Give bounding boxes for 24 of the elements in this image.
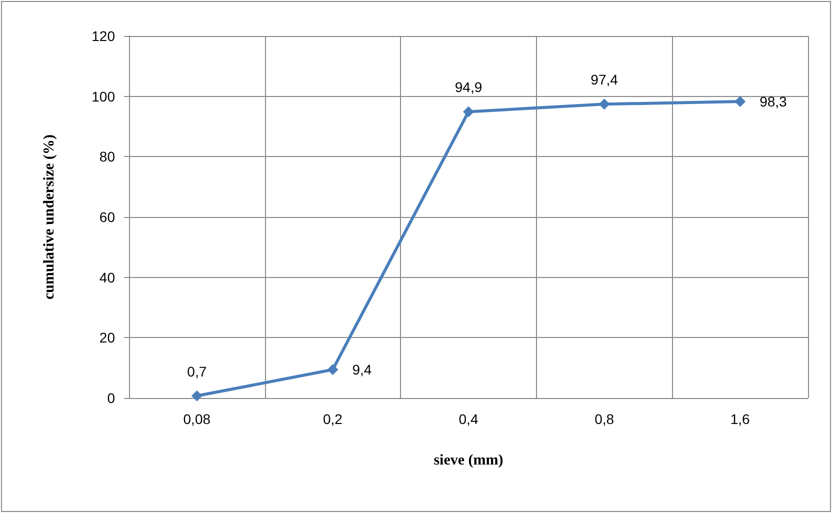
x-tick-label: 0,8 bbox=[594, 411, 614, 427]
data-label: 0,7 bbox=[187, 363, 207, 380]
point bbox=[191, 390, 202, 402]
x-axis-title: sieve (mm) bbox=[434, 452, 504, 468]
data-label: 98,3 bbox=[760, 93, 788, 110]
data-label: 97,4 bbox=[590, 72, 618, 88]
y-tick-label: 120 bbox=[92, 28, 116, 44]
x-tick-label: 0,4 bbox=[458, 411, 478, 427]
x-tick-label: 0,08 bbox=[183, 411, 211, 427]
x-tick-label: 0,2 bbox=[322, 411, 343, 427]
y-tick-label: 20 bbox=[99, 330, 116, 346]
data-label: 9,4 bbox=[352, 362, 372, 378]
y-tick-label: 0 bbox=[107, 390, 116, 406]
point bbox=[598, 98, 610, 110]
y-axis-title: cumulative undersize (%) bbox=[42, 134, 58, 300]
point bbox=[734, 96, 746, 107]
y-tick-label: 80 bbox=[99, 148, 116, 165]
point bbox=[463, 106, 474, 118]
point bbox=[327, 364, 338, 376]
data-label: 94,9 bbox=[454, 79, 482, 96]
x-tick-label: 1,6 bbox=[730, 411, 750, 427]
y-tick-label: 60 bbox=[99, 209, 116, 225]
y-tick-label: 40 bbox=[99, 269, 116, 286]
y-tick-label: 100 bbox=[92, 88, 116, 104]
